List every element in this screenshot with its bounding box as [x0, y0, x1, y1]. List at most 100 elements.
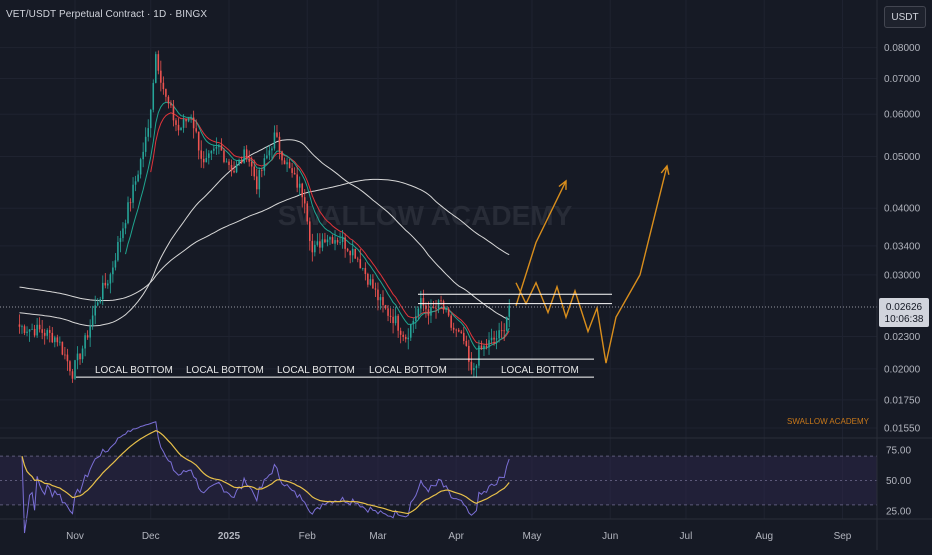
candle-body — [415, 316, 417, 321]
candle-body — [48, 330, 51, 333]
candle-body — [508, 305, 511, 317]
rsi-ma-line — [21, 430, 510, 515]
candle-body — [490, 337, 493, 341]
candle-body — [33, 328, 36, 336]
candle-body — [84, 335, 86, 349]
price-axis: 0.08000 0.07000 0.06000 0.05000 0.04000 0.034… — [884, 43, 921, 434]
rsi-line — [21, 421, 510, 534]
price-tick-label: 0.02300 — [884, 332, 921, 343]
candle-body — [447, 308, 450, 316]
candle-body — [336, 240, 339, 243]
candle-body — [167, 96, 170, 104]
local-bottom-label: LOCAL BOTTOM — [95, 365, 173, 376]
rsi-tick-label: 25.00 — [886, 506, 911, 517]
candle-body — [89, 325, 91, 338]
candle-body — [74, 360, 76, 379]
last-price-value: 0.02626 — [886, 302, 923, 313]
candle-body — [288, 162, 291, 169]
price-tick-label: 0.06000 — [884, 110, 921, 121]
price-tick-label: 0.04000 — [884, 204, 921, 215]
candle-body — [215, 147, 218, 149]
candle-body — [142, 151, 144, 160]
candle-body — [235, 164, 238, 173]
candle-body — [122, 228, 124, 239]
candle-body — [147, 128, 149, 137]
candle-body — [134, 181, 137, 185]
candle-body — [268, 150, 271, 156]
candle-body — [263, 158, 266, 171]
candle-body — [175, 120, 177, 125]
price-tick-label: 0.05000 — [884, 152, 921, 163]
candle-body — [311, 240, 314, 253]
price-tick-label: 0.01550 — [884, 423, 921, 434]
candle-body — [374, 288, 377, 290]
candle-body — [210, 150, 213, 154]
rsi-pane — [0, 421, 877, 534]
candle-body — [192, 117, 195, 129]
candle-body — [213, 148, 215, 151]
candle-body — [155, 54, 157, 83]
candle-body — [377, 289, 379, 301]
candle-body — [165, 89, 167, 97]
candle-body — [291, 168, 293, 173]
candle-body — [94, 305, 96, 316]
candle-body — [54, 337, 56, 343]
candle-body — [309, 221, 311, 241]
candle-body — [298, 183, 301, 188]
candle-body — [369, 279, 372, 285]
candle-body — [59, 341, 61, 343]
time-axis: Nov Dec 2025 Feb Mar Apr May Jun Jul Aug Sep — [66, 531, 852, 542]
candle-body — [187, 118, 190, 122]
candle-body — [427, 309, 430, 316]
rsi-axis: 75.00 50.00 25.00 — [886, 446, 911, 518]
rsi-tick-label: 50.00 — [886, 476, 911, 487]
currency-button[interactable]: USDT — [884, 6, 926, 28]
candles — [18, 50, 511, 383]
candle-body — [331, 237, 334, 244]
candle-body — [205, 157, 208, 163]
candle-body — [261, 170, 263, 171]
candle-body — [301, 183, 303, 198]
price-tick-label: 0.02000 — [884, 364, 921, 375]
candle-body — [223, 150, 225, 162]
candle-body — [505, 316, 508, 331]
candle-body — [190, 117, 192, 119]
candle-body — [346, 248, 349, 251]
candle-body — [41, 329, 43, 333]
candle-body — [495, 338, 498, 340]
candle-body — [450, 315, 452, 328]
candle-body — [326, 239, 329, 243]
candle-body — [182, 119, 185, 128]
time-tick-label: Mar — [369, 531, 387, 542]
candle-body — [349, 250, 351, 256]
candle-body — [139, 159, 142, 175]
candle-body — [475, 365, 478, 369]
candle-body — [468, 345, 470, 362]
candle-body — [339, 242, 341, 243]
candle-body — [230, 165, 233, 171]
candle-body — [253, 166, 256, 177]
candle-body — [233, 170, 235, 173]
candle-body — [463, 332, 465, 341]
candle-body — [109, 274, 112, 284]
candle-body — [271, 148, 273, 151]
grid-main — [0, 0, 877, 519]
candle-body — [503, 330, 505, 332]
projection-arrow-2 — [515, 165, 668, 364]
brand-text: SWALLOW ACADEMY — [787, 417, 870, 426]
local-bottom-label: LOCAL BOTTOM — [277, 365, 355, 376]
candle-body — [220, 145, 223, 151]
candle-body — [104, 282, 107, 286]
candle-body — [23, 326, 26, 333]
candle-body — [341, 237, 344, 243]
candle-body — [394, 315, 397, 324]
candle-body — [276, 132, 278, 137]
candle-body — [407, 337, 410, 340]
candle-body — [117, 241, 119, 261]
candle-body — [240, 159, 243, 163]
candle-body — [21, 326, 23, 328]
candle-body — [437, 300, 440, 309]
candle-body — [76, 353, 79, 361]
candle-body — [245, 149, 248, 159]
